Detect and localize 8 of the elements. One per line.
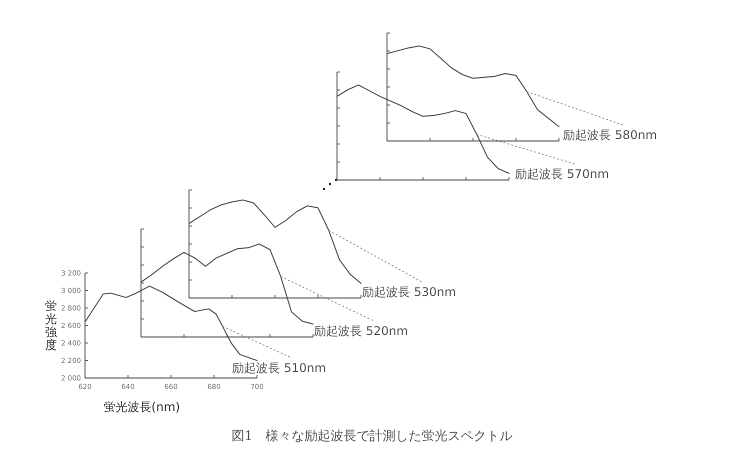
- series-label: 励起波長 530nm: [362, 285, 456, 299]
- series-label: 励起波長 520nm: [314, 324, 408, 338]
- series-label: 励起波長 570nm: [515, 167, 610, 181]
- series-label: 励起波長 510nm: [232, 361, 326, 375]
- series-label: 励起波長 580nm: [563, 128, 658, 142]
- x-axis-title: 蛍光波長(nm): [103, 400, 180, 414]
- y-axis-title: 蛍光強度: [45, 299, 57, 352]
- caption: 図1 様々な励起波長で計測した蛍光スペクトル: [231, 429, 513, 444]
